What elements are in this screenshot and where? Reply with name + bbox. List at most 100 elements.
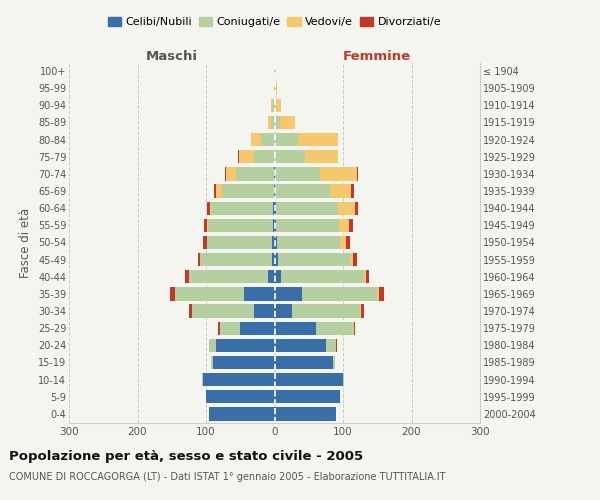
Bar	[350, 253, 353, 266]
Bar	[275, 202, 276, 215]
Bar	[272, 236, 275, 249]
Bar	[305, 150, 338, 164]
Bar	[204, 218, 208, 232]
Bar	[271, 116, 275, 129]
Bar	[254, 304, 275, 318]
Bar	[274, 167, 275, 180]
Bar	[364, 270, 365, 283]
Bar	[274, 64, 275, 78]
Bar	[338, 202, 355, 215]
Bar	[275, 218, 276, 232]
Bar	[214, 184, 215, 198]
Bar	[281, 270, 364, 283]
Bar	[354, 322, 355, 335]
Bar	[236, 167, 274, 180]
Bar	[278, 253, 350, 266]
Bar	[353, 322, 354, 335]
Bar	[215, 184, 223, 198]
Bar	[251, 133, 261, 146]
Y-axis label: Anni di nascita: Anni di nascita	[599, 199, 600, 286]
Bar	[203, 236, 206, 249]
Bar	[274, 184, 275, 198]
Y-axis label: Fasce di età: Fasce di età	[19, 208, 32, 278]
Text: Maschi: Maschi	[146, 50, 198, 64]
Bar	[189, 304, 193, 318]
Bar	[274, 82, 275, 95]
Bar	[198, 253, 200, 266]
Bar	[377, 287, 379, 300]
Bar	[211, 202, 273, 215]
Bar	[361, 304, 364, 318]
Bar	[273, 218, 275, 232]
Bar	[275, 82, 277, 95]
Bar	[206, 236, 208, 249]
Bar	[276, 98, 281, 112]
Bar	[261, 133, 275, 146]
Bar	[343, 373, 344, 386]
Bar	[346, 236, 350, 249]
Bar	[223, 184, 274, 198]
Bar	[277, 236, 340, 249]
Bar	[275, 338, 326, 352]
Bar	[244, 287, 275, 300]
Bar	[272, 98, 275, 112]
Bar	[254, 150, 275, 164]
Bar	[220, 322, 240, 335]
Bar	[275, 356, 333, 369]
Bar	[275, 116, 280, 129]
Bar	[336, 338, 337, 352]
Bar	[240, 322, 275, 335]
Bar	[208, 236, 272, 249]
Bar	[353, 253, 356, 266]
Bar	[275, 167, 320, 180]
Bar	[275, 98, 276, 112]
Bar	[360, 304, 361, 318]
Text: COMUNE DI ROCCAGORGA (LT) - Dati ISTAT 1° gennaio 2005 - Elaborazione TUTTITALIA: COMUNE DI ROCCAGORGA (LT) - Dati ISTAT 1…	[9, 472, 445, 482]
Bar	[210, 202, 211, 215]
Bar	[216, 338, 275, 352]
Bar	[275, 150, 305, 164]
Bar	[275, 304, 292, 318]
Bar	[272, 253, 275, 266]
Bar	[320, 167, 358, 180]
Bar	[326, 338, 336, 352]
Bar	[203, 373, 275, 386]
Bar	[330, 184, 350, 198]
Bar	[302, 287, 377, 300]
Bar	[268, 116, 271, 129]
Bar	[239, 150, 254, 164]
Bar	[276, 218, 339, 232]
Bar	[298, 133, 338, 146]
Bar	[339, 218, 349, 232]
Bar	[350, 184, 354, 198]
Bar	[280, 116, 295, 129]
Bar	[275, 287, 302, 300]
Bar	[292, 304, 360, 318]
Bar	[209, 338, 216, 352]
Text: Popolazione per età, sesso e stato civile - 2005: Popolazione per età, sesso e stato civil…	[9, 450, 363, 463]
Legend: Celibi/Nubili, Coniugati/e, Vedovi/e, Divorziati/e: Celibi/Nubili, Coniugati/e, Vedovi/e, Di…	[103, 12, 446, 32]
Bar	[192, 304, 254, 318]
Bar	[185, 270, 189, 283]
Bar	[206, 202, 210, 215]
Bar	[275, 236, 277, 249]
Bar	[275, 253, 278, 266]
Bar	[349, 218, 353, 232]
Bar	[275, 390, 340, 404]
Bar	[275, 270, 281, 283]
Bar	[275, 133, 298, 146]
Bar	[333, 356, 335, 369]
Bar	[209, 407, 275, 420]
Bar	[355, 202, 358, 215]
Bar	[275, 322, 316, 335]
Bar	[206, 390, 275, 404]
Bar	[175, 287, 244, 300]
Bar	[379, 287, 384, 300]
Bar	[275, 373, 343, 386]
Bar	[200, 253, 272, 266]
Bar	[340, 236, 346, 249]
Bar	[211, 356, 213, 369]
Bar	[226, 167, 236, 180]
Bar	[271, 98, 272, 112]
Bar	[268, 270, 275, 283]
